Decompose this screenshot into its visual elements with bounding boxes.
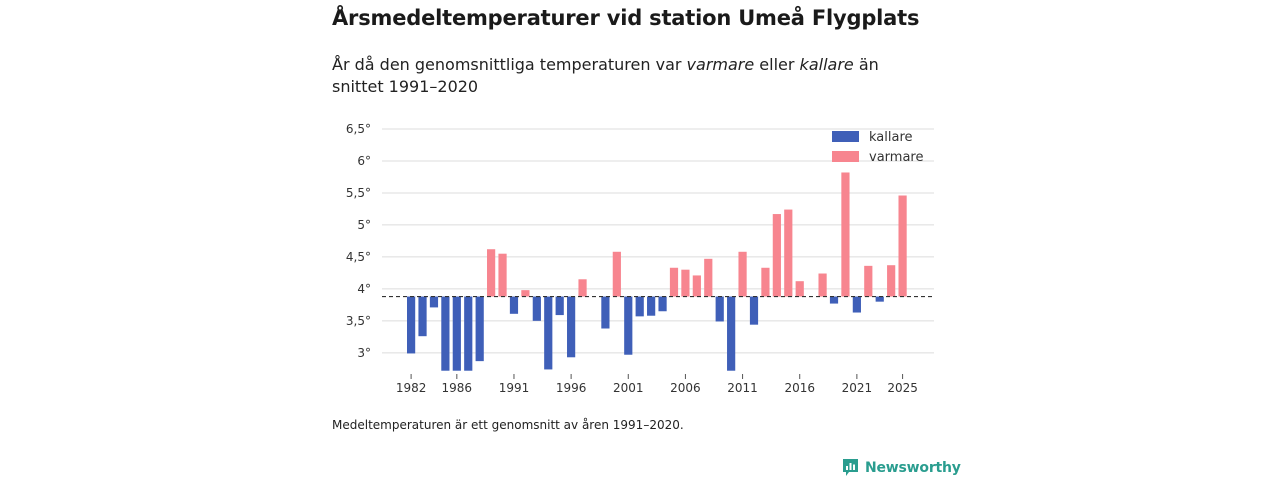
bar-2007 — [692, 275, 701, 297]
subtitle-em-warmer: varmare — [686, 55, 755, 74]
subtitle-text-3: än snittet 1991–2020 — [332, 55, 879, 96]
legend: kallare varmare — [832, 130, 923, 165]
y-tick-label: 4° — [357, 282, 371, 296]
bar-2020 — [841, 172, 850, 297]
bar-2011 — [738, 251, 747, 297]
bar-2005 — [669, 267, 679, 297]
x-tick-label: 2006 — [670, 381, 701, 395]
bar-2016 — [795, 281, 804, 297]
bar-2004 — [658, 296, 667, 312]
temperature-bar-chart: 3° 3,5° 4° 4,5° 5° 5,5° 6° 6,5° 1982 1986 1991 199… — [346, 122, 934, 395]
y-tick-label: 3,5° — [346, 314, 371, 328]
bar-1985 — [441, 296, 450, 371]
newsworthy-brand[interactable]: Newsworthy — [842, 458, 961, 477]
bar-1993 — [532, 296, 541, 321]
bar-2009 — [715, 296, 724, 322]
x-tick-label: 2021 — [842, 381, 873, 395]
bar-2013 — [761, 267, 770, 297]
subtitle-text-1: År då den genomsnittliga temperaturen va… — [332, 55, 687, 74]
bar-1989 — [487, 249, 496, 297]
bar-2002 — [635, 296, 644, 317]
y-tick-label: 6° — [357, 154, 371, 168]
bar-2010 — [727, 296, 736, 371]
x-tick-label: 1982 — [396, 381, 427, 395]
bar-2023 — [875, 296, 884, 302]
x-tick-label: 1996 — [556, 381, 587, 395]
y-tick-label: 4,5° — [346, 250, 371, 264]
bar-2006 — [681, 269, 690, 297]
y-tick-label: 6,5° — [346, 122, 371, 136]
legend-swatch-kallare — [832, 131, 859, 142]
bar-2000 — [612, 251, 621, 297]
bar-1983 — [418, 296, 427, 337]
x-tick-label: 2016 — [784, 381, 815, 395]
chart-subtitle: År då den genomsnittliga temperaturen va… — [332, 54, 932, 98]
legend-label-kallare: kallare — [869, 130, 913, 145]
subtitle-em-colder: kallare — [799, 55, 854, 74]
chart-title: Årsmedeltemperaturer vid station Umeå Fl… — [332, 6, 920, 30]
footnote: Medeltemperaturen är ett genomsnitt av å… — [332, 418, 684, 432]
bar-2014 — [772, 214, 781, 297]
grid-lines — [382, 128, 934, 354]
bar-2015 — [784, 209, 793, 297]
bar-2012 — [749, 296, 759, 325]
newsworthy-logo-icon — [843, 459, 858, 476]
bar-2019 — [829, 296, 839, 304]
bar-1994 — [544, 296, 553, 370]
bar-2003 — [647, 296, 656, 316]
bar-2008 — [704, 258, 713, 297]
bar-1986 — [452, 296, 461, 371]
bar-1991 — [509, 296, 519, 314]
bars — [407, 172, 907, 371]
x-tick-label: 2001 — [613, 381, 644, 395]
x-axis: 1982 1986 1991 1996 2001 2006 2011 2016 2021 2025 — [396, 374, 918, 395]
y-tick-label: 3° — [357, 346, 371, 360]
bar-1990 — [498, 253, 507, 297]
bar-1992 — [521, 290, 530, 297]
bar-2021 — [852, 296, 861, 313]
bar-2024 — [887, 265, 896, 297]
x-tick-label: 2025 — [887, 381, 918, 395]
bar-1997 — [578, 279, 587, 297]
bar-1987 — [464, 296, 473, 371]
brand-name[interactable]: Newsworthy — [865, 459, 961, 476]
subtitle-text-2: eller — [754, 55, 800, 74]
bar-1995 — [555, 296, 564, 316]
y-axis: 3° 3,5° 4° 4,5° 5° 5,5° 6° 6,5° — [346, 122, 371, 360]
bar-2022 — [864, 265, 873, 297]
legend-label-varmare: varmare — [869, 150, 923, 165]
legend-swatch-varmare — [832, 151, 859, 162]
bar-2025 — [898, 195, 907, 297]
bar-2001 — [624, 296, 633, 355]
x-tick-label: 2011 — [727, 381, 758, 395]
bar-1984 — [429, 296, 439, 308]
bar-2018 — [818, 273, 827, 297]
bar-1996 — [567, 296, 576, 358]
y-tick-label: 5,5° — [346, 186, 371, 200]
bar-1982 — [407, 296, 416, 354]
bar-1999 — [601, 296, 610, 329]
bar-1988 — [475, 296, 484, 362]
y-tick-label: 5° — [357, 218, 371, 232]
x-tick-label: 1986 — [442, 381, 473, 395]
x-tick-label: 1991 — [499, 381, 530, 395]
